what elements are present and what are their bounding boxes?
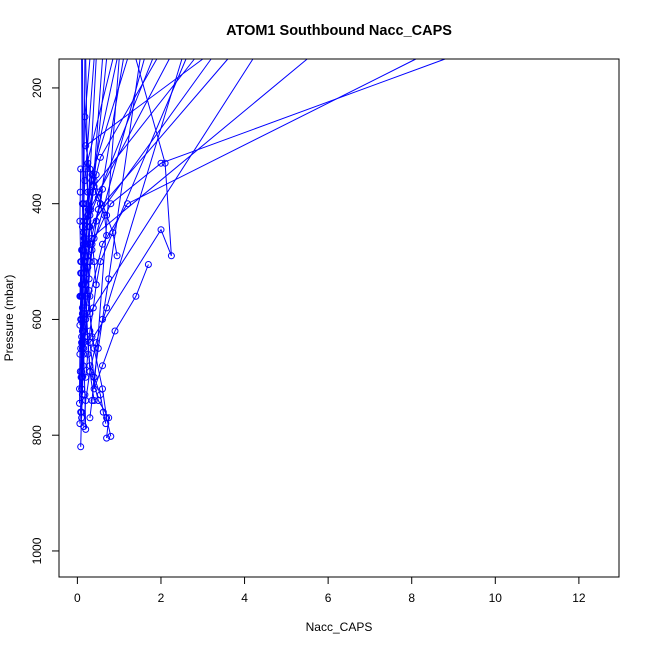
data-point xyxy=(78,391,86,399)
y-tick-label: 800 xyxy=(30,425,44,445)
data-point xyxy=(77,408,85,416)
data-point xyxy=(103,304,111,312)
series-line xyxy=(85,58,187,378)
y-axis-label: Pressure (mbar) xyxy=(2,275,16,362)
data-point xyxy=(92,171,100,179)
profile-series-26 xyxy=(82,58,187,381)
data-point xyxy=(90,397,98,404)
data-point xyxy=(82,373,90,381)
data-point xyxy=(81,391,89,399)
data-point xyxy=(87,206,95,213)
y-tick-label: 1000 xyxy=(30,537,44,564)
data-point xyxy=(105,275,113,283)
data-point xyxy=(83,304,91,312)
data-point xyxy=(90,385,98,393)
data-point xyxy=(103,232,111,239)
profile-series-10 xyxy=(86,58,141,422)
data-point xyxy=(82,142,90,150)
data-point xyxy=(77,443,85,451)
data-point xyxy=(89,188,97,196)
data-point xyxy=(85,287,93,294)
data-point xyxy=(99,362,106,370)
data-point xyxy=(81,177,89,184)
data-point xyxy=(78,223,86,231)
data-point xyxy=(99,408,107,416)
data-point xyxy=(84,240,92,248)
x-tick-label: 10 xyxy=(489,591,503,605)
series-line xyxy=(79,58,417,424)
data-point xyxy=(78,339,86,347)
data-point xyxy=(96,200,104,208)
x-axis-label: Nacc_CAPS xyxy=(306,620,373,634)
data-point xyxy=(157,159,165,167)
profile-series-29 xyxy=(84,58,158,248)
y-tick-label: 400 xyxy=(30,193,44,213)
series-line xyxy=(89,58,124,262)
data-point xyxy=(161,159,169,167)
x-tick-label: 4 xyxy=(241,591,248,605)
data-point xyxy=(76,399,83,407)
data-point xyxy=(78,304,86,312)
x-tick-label: 6 xyxy=(325,591,332,605)
profile-series-30 xyxy=(77,58,88,416)
data-point xyxy=(102,420,110,428)
data-point xyxy=(96,153,104,161)
data-point xyxy=(85,223,93,231)
series-line xyxy=(81,58,145,395)
data-point xyxy=(82,425,90,433)
data-point xyxy=(88,397,96,404)
x-tick-label: 2 xyxy=(158,591,165,605)
data-point xyxy=(107,432,115,440)
series-line xyxy=(81,58,95,401)
data-point xyxy=(86,327,94,335)
y-tick-label: 600 xyxy=(30,309,44,329)
chart-title: ATOM1 Southbound Nacc_CAPS xyxy=(226,23,452,39)
data-point xyxy=(92,281,100,289)
data-point xyxy=(144,261,152,268)
data-point xyxy=(86,414,94,422)
series-line xyxy=(87,58,158,245)
x-tick-label: 12 xyxy=(572,591,586,605)
data-point xyxy=(84,350,92,358)
data-point xyxy=(103,434,111,442)
data-point xyxy=(80,234,88,242)
data-point xyxy=(94,344,102,352)
data-point xyxy=(111,327,119,335)
data-point xyxy=(88,171,96,179)
series-layer xyxy=(76,58,446,451)
data-point xyxy=(132,292,140,300)
data-point xyxy=(109,229,117,237)
data-point xyxy=(105,414,113,422)
series-line xyxy=(89,58,141,418)
axis-layer: 0 2 4 6 8 10 12 200 400 600 800 1000 xyxy=(30,78,586,605)
data-point xyxy=(96,391,104,399)
data-point xyxy=(99,385,106,393)
series-line xyxy=(80,58,85,413)
data-point xyxy=(89,304,97,312)
data-point xyxy=(88,246,96,254)
x-tick-label: 8 xyxy=(408,591,415,605)
data-point xyxy=(157,226,165,234)
data-point xyxy=(79,269,87,277)
profile-series-5 xyxy=(86,58,175,428)
data-point xyxy=(167,252,175,260)
data-point xyxy=(96,258,104,266)
data-point xyxy=(113,252,121,260)
data-point xyxy=(84,263,92,271)
x-tick-label: 0 xyxy=(74,591,81,605)
y-tick-label: 200 xyxy=(30,78,44,98)
series-line xyxy=(89,58,172,424)
data-point xyxy=(86,368,94,375)
data-point xyxy=(103,211,111,219)
data-point xyxy=(99,315,106,323)
data-point xyxy=(77,373,85,381)
